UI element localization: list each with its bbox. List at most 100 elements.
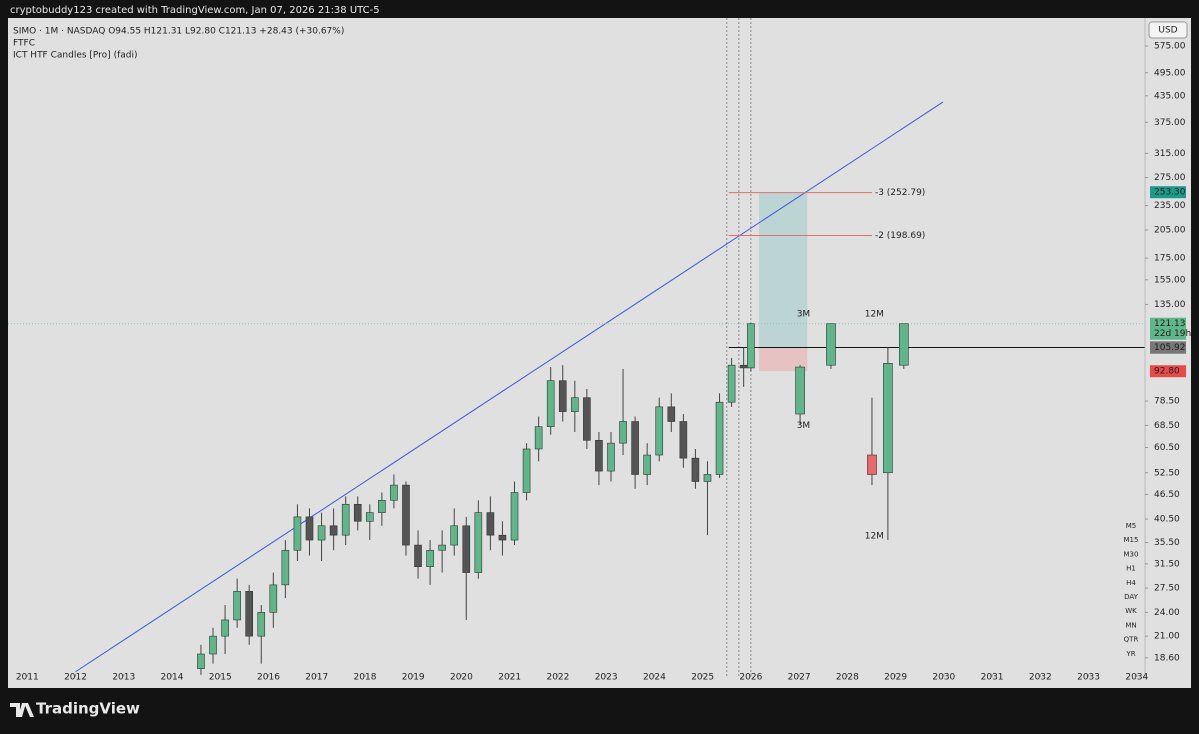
y-tick-label: 155.00 [1154,275,1186,285]
candle-body [715,401,724,475]
x-tick-label: 2031 [981,673,1004,683]
candle-body [510,492,519,541]
x-tick-label: 2011 [16,673,39,683]
x-tick-label: 2012 [64,673,87,683]
candle-body [365,512,374,522]
candle-body [655,406,664,456]
x-tick-label: 2027 [788,673,811,683]
x-tick-label: 2024 [643,673,666,683]
candle-body [703,474,712,482]
timeframe: QTR [1124,636,1139,644]
indicator-ftfc: FTFC [13,39,35,49]
currency-button[interactable] [1148,21,1188,39]
x-tick-label: 2015 [209,673,232,683]
stop-box [759,347,808,372]
fib-label: -2 (198.69) [875,231,925,241]
candle-body [795,366,805,415]
candle-body [329,525,338,536]
candle-body [353,503,362,522]
price-tag [1150,186,1186,199]
candle-body [583,397,591,441]
candle-body [679,421,688,459]
x-tick-label: 2019 [402,673,425,683]
candle-body [691,457,700,482]
x-tick-label: 2032 [1029,673,1052,683]
candle-body [317,525,326,541]
x-tick-label: 2033 [1077,673,1100,683]
timeframe: M15 [1124,536,1139,544]
candle-body [498,534,507,541]
x-tick-label: 2017 [305,673,328,683]
y-tick-label: 78.50 [1154,397,1180,407]
target-box [759,192,808,348]
x-tick-label: 2020 [450,673,473,683]
chart-bg [8,18,1191,688]
price-tag-label: 121.13 [1154,319,1186,329]
candle-body [899,323,909,366]
candle-body [450,525,459,546]
candle-body [257,612,266,637]
y-tick-label: 31.50 [1154,559,1180,569]
candle-body [631,421,639,475]
candle-body [522,448,531,493]
x-tick-label: 2034 [1125,673,1148,683]
htf-label: 12M [865,309,884,319]
candle-body [209,635,217,655]
timeframe: H4 [1126,579,1136,587]
y-tick-label: 40.50 [1154,515,1180,525]
y-tick-label: 575.00 [1154,42,1186,52]
candle-body [643,454,651,475]
y-tick-label: 375.00 [1154,118,1186,128]
candle-body [595,439,603,472]
candle-body [438,544,446,551]
candle-body [462,525,471,573]
price-tag-label: 253.30 [1154,188,1186,198]
price-tag [1150,341,1186,354]
candle-body [281,549,290,586]
candle-body [883,363,893,474]
x-tick-label: 2014 [161,673,184,683]
candle-body [546,380,555,427]
watermark-header: cryptobuddy123 created with TradingView.… [10,5,380,16]
candle-body [486,512,495,536]
candle-body [269,584,278,613]
candle-body [571,397,579,412]
symbol-info: SIMO · 1M · NASDAQ O94.55 H121.31 L92.80… [13,27,344,37]
candle-body [867,454,877,475]
indicator-htf: ICT HTF Candles [Pro] (fadi) [13,51,137,61]
candle-body [197,653,205,669]
htf-label: 12M [865,532,884,542]
y-tick-label: 495.00 [1154,68,1186,78]
y-tick-label: 27.50 [1154,584,1180,594]
x-tick-label: 2013 [112,673,135,683]
x-tick-label: 2025 [691,673,714,683]
timeframe: YR [1125,650,1135,658]
timeframe: MN [1125,621,1136,629]
candle-body [474,512,483,573]
candle-body [426,549,434,568]
candle-body [826,323,836,366]
logo [10,703,34,717]
timeframe: DAY [1124,593,1139,601]
x-tick-label: 2028 [836,673,859,683]
candle-body [293,516,302,551]
candle-body [245,591,253,637]
candle-body [727,364,736,403]
y-tick-label: 235.00 [1154,201,1186,211]
x-tick-label: 2030 [932,673,955,683]
htf-label: 3M [797,309,811,319]
currency[interactable]: USD [1158,26,1177,36]
candle-body [390,484,398,501]
price-tag-countdown: 22d 19h [1154,329,1191,339]
brand: TradingView [36,700,140,718]
candle-body [619,421,627,444]
price-tag-label: 105.92 [1154,343,1186,353]
y-tick-label: 21.00 [1154,632,1180,642]
candle-body [378,499,386,513]
htf-label: 3M [797,421,811,431]
trendline [75,101,944,673]
y-tick-label: 68.50 [1154,421,1180,431]
y-tick-label: 52.50 [1154,468,1180,478]
y-tick-label: 175.00 [1154,254,1186,264]
timeframe: M5 [1126,522,1137,530]
